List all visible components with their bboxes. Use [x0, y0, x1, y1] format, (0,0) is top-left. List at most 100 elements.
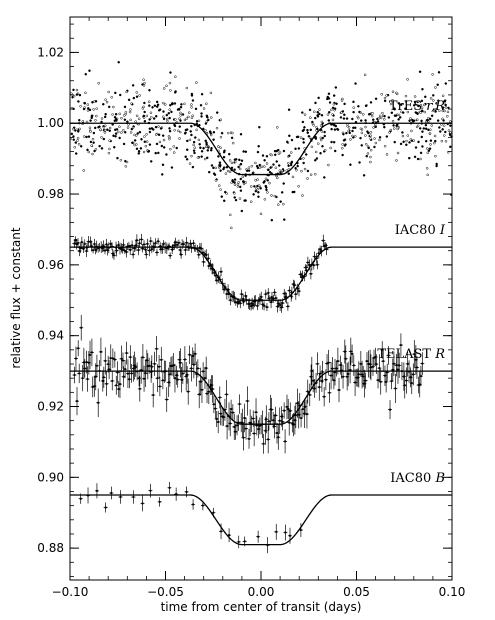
data-point: [327, 163, 330, 167]
data-point: [190, 103, 193, 106]
data-point: [370, 114, 374, 118]
data-point: [122, 129, 125, 132]
data-point: [140, 138, 143, 141]
data-point: [174, 90, 177, 93]
data-point: [249, 200, 253, 203]
data-point: [301, 111, 304, 114]
data-point: [142, 150, 146, 154]
data-point: [91, 137, 95, 141]
data-point: [169, 147, 172, 151]
data-point: [163, 103, 167, 106]
data-point: [421, 145, 424, 148]
data-point: [178, 125, 181, 128]
data-point: [162, 115, 165, 119]
data-point: [312, 379, 315, 382]
data-point: [133, 364, 136, 367]
data-point: [203, 376, 207, 380]
data-point: [399, 142, 403, 146]
data-point: [135, 239, 138, 242]
data-point: [308, 393, 311, 396]
data-point: [238, 197, 242, 200]
data-point: [398, 116, 402, 119]
data-point: [398, 364, 401, 367]
data-point: [276, 126, 279, 129]
data-point: [390, 111, 394, 115]
data-point: [215, 279, 219, 282]
data-point: [231, 179, 234, 182]
data-point: [283, 409, 286, 412]
data-point: [247, 437, 251, 440]
data-point: [346, 124, 349, 128]
data-point: [418, 383, 421, 386]
data-point: [417, 140, 420, 144]
data-point: [383, 96, 387, 100]
data-point: [110, 96, 113, 99]
data-point: [233, 178, 237, 181]
data-point: [376, 378, 380, 382]
data-point: [395, 159, 398, 162]
data-point: [105, 100, 109, 104]
model-curve-series-2: [70, 370, 452, 425]
data-point: [237, 300, 240, 303]
data-point: [90, 351, 94, 354]
data-point: [385, 94, 388, 97]
data-point: [152, 117, 156, 120]
data-point: [84, 72, 87, 76]
data-point: [173, 124, 177, 128]
data-point: [309, 272, 312, 275]
data-point: [134, 120, 137, 123]
data-point: [428, 132, 432, 135]
data-point: [104, 506, 107, 509]
data-point: [136, 132, 139, 135]
data-point: [205, 102, 208, 105]
data-point: [180, 378, 183, 381]
data-point: [219, 412, 222, 415]
data-point: [249, 304, 253, 308]
data-point: [198, 393, 201, 396]
data-point: [273, 149, 277, 153]
data-point: [228, 159, 232, 162]
data-point: [80, 326, 83, 329]
data-point: [169, 103, 172, 107]
data-point: [226, 169, 230, 173]
data-point: [229, 213, 232, 217]
data-point: [419, 374, 423, 378]
data-point: [299, 528, 302, 532]
data-point: [104, 98, 107, 101]
data-point: [359, 127, 363, 131]
data-point: [287, 108, 291, 111]
data-point: [169, 71, 172, 74]
data-point: [133, 139, 137, 142]
data-point: [89, 240, 92, 243]
data-point: [310, 369, 313, 373]
data-point: [420, 99, 424, 103]
data-point: [129, 131, 133, 134]
data-point: [127, 98, 131, 102]
data-point: [215, 417, 218, 421]
data-point: [199, 380, 202, 383]
data-point: [277, 436, 280, 439]
data-point: [224, 190, 227, 194]
data-point: [327, 119, 331, 122]
data-point: [262, 181, 265, 184]
data-point: [106, 249, 109, 252]
data-point: [297, 413, 300, 416]
data-point: [395, 91, 398, 95]
data-point: [319, 136, 323, 140]
data-point: [240, 159, 244, 162]
data-point: [273, 291, 276, 294]
data-point: [323, 176, 326, 179]
data-point: [79, 145, 83, 148]
data-point: [162, 101, 165, 105]
data-point: [161, 163, 165, 167]
data-point: [284, 531, 287, 534]
data-point: [449, 145, 452, 149]
data-point: [359, 119, 363, 122]
series-label: IAC80 B: [390, 471, 445, 486]
data-point: [248, 303, 251, 306]
data-point: [392, 362, 396, 365]
data-point: [264, 177, 268, 181]
data-point: [131, 84, 135, 87]
data-point: [85, 135, 88, 139]
